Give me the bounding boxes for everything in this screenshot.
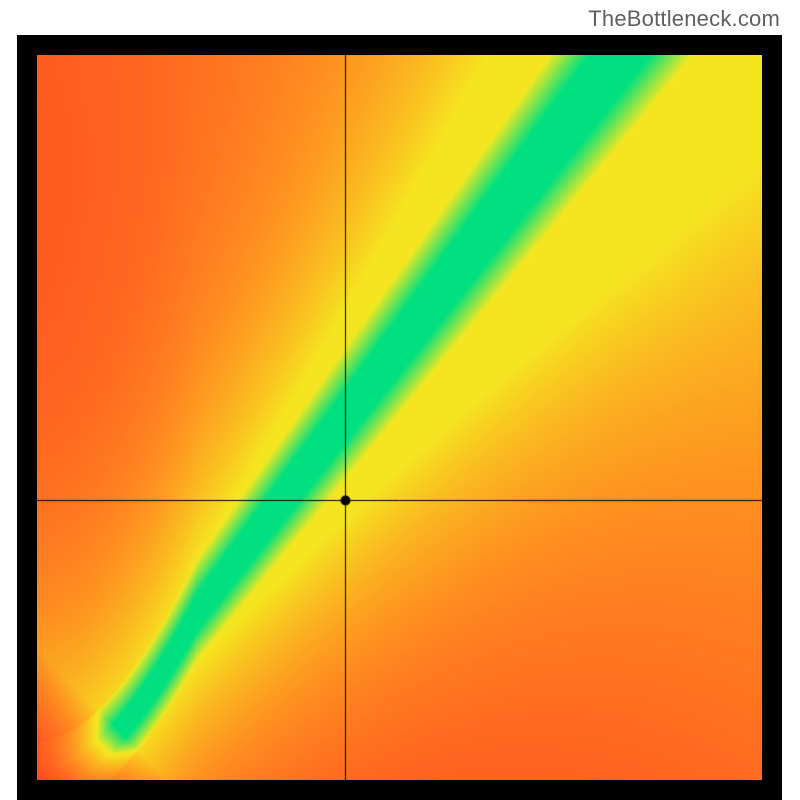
chart-outer-frame [17,35,782,800]
heatmap-canvas [37,55,762,780]
chart-container: TheBottleneck.com [0,0,800,800]
chart-plot-area [37,55,762,780]
watermark-text: TheBottleneck.com [588,6,780,32]
